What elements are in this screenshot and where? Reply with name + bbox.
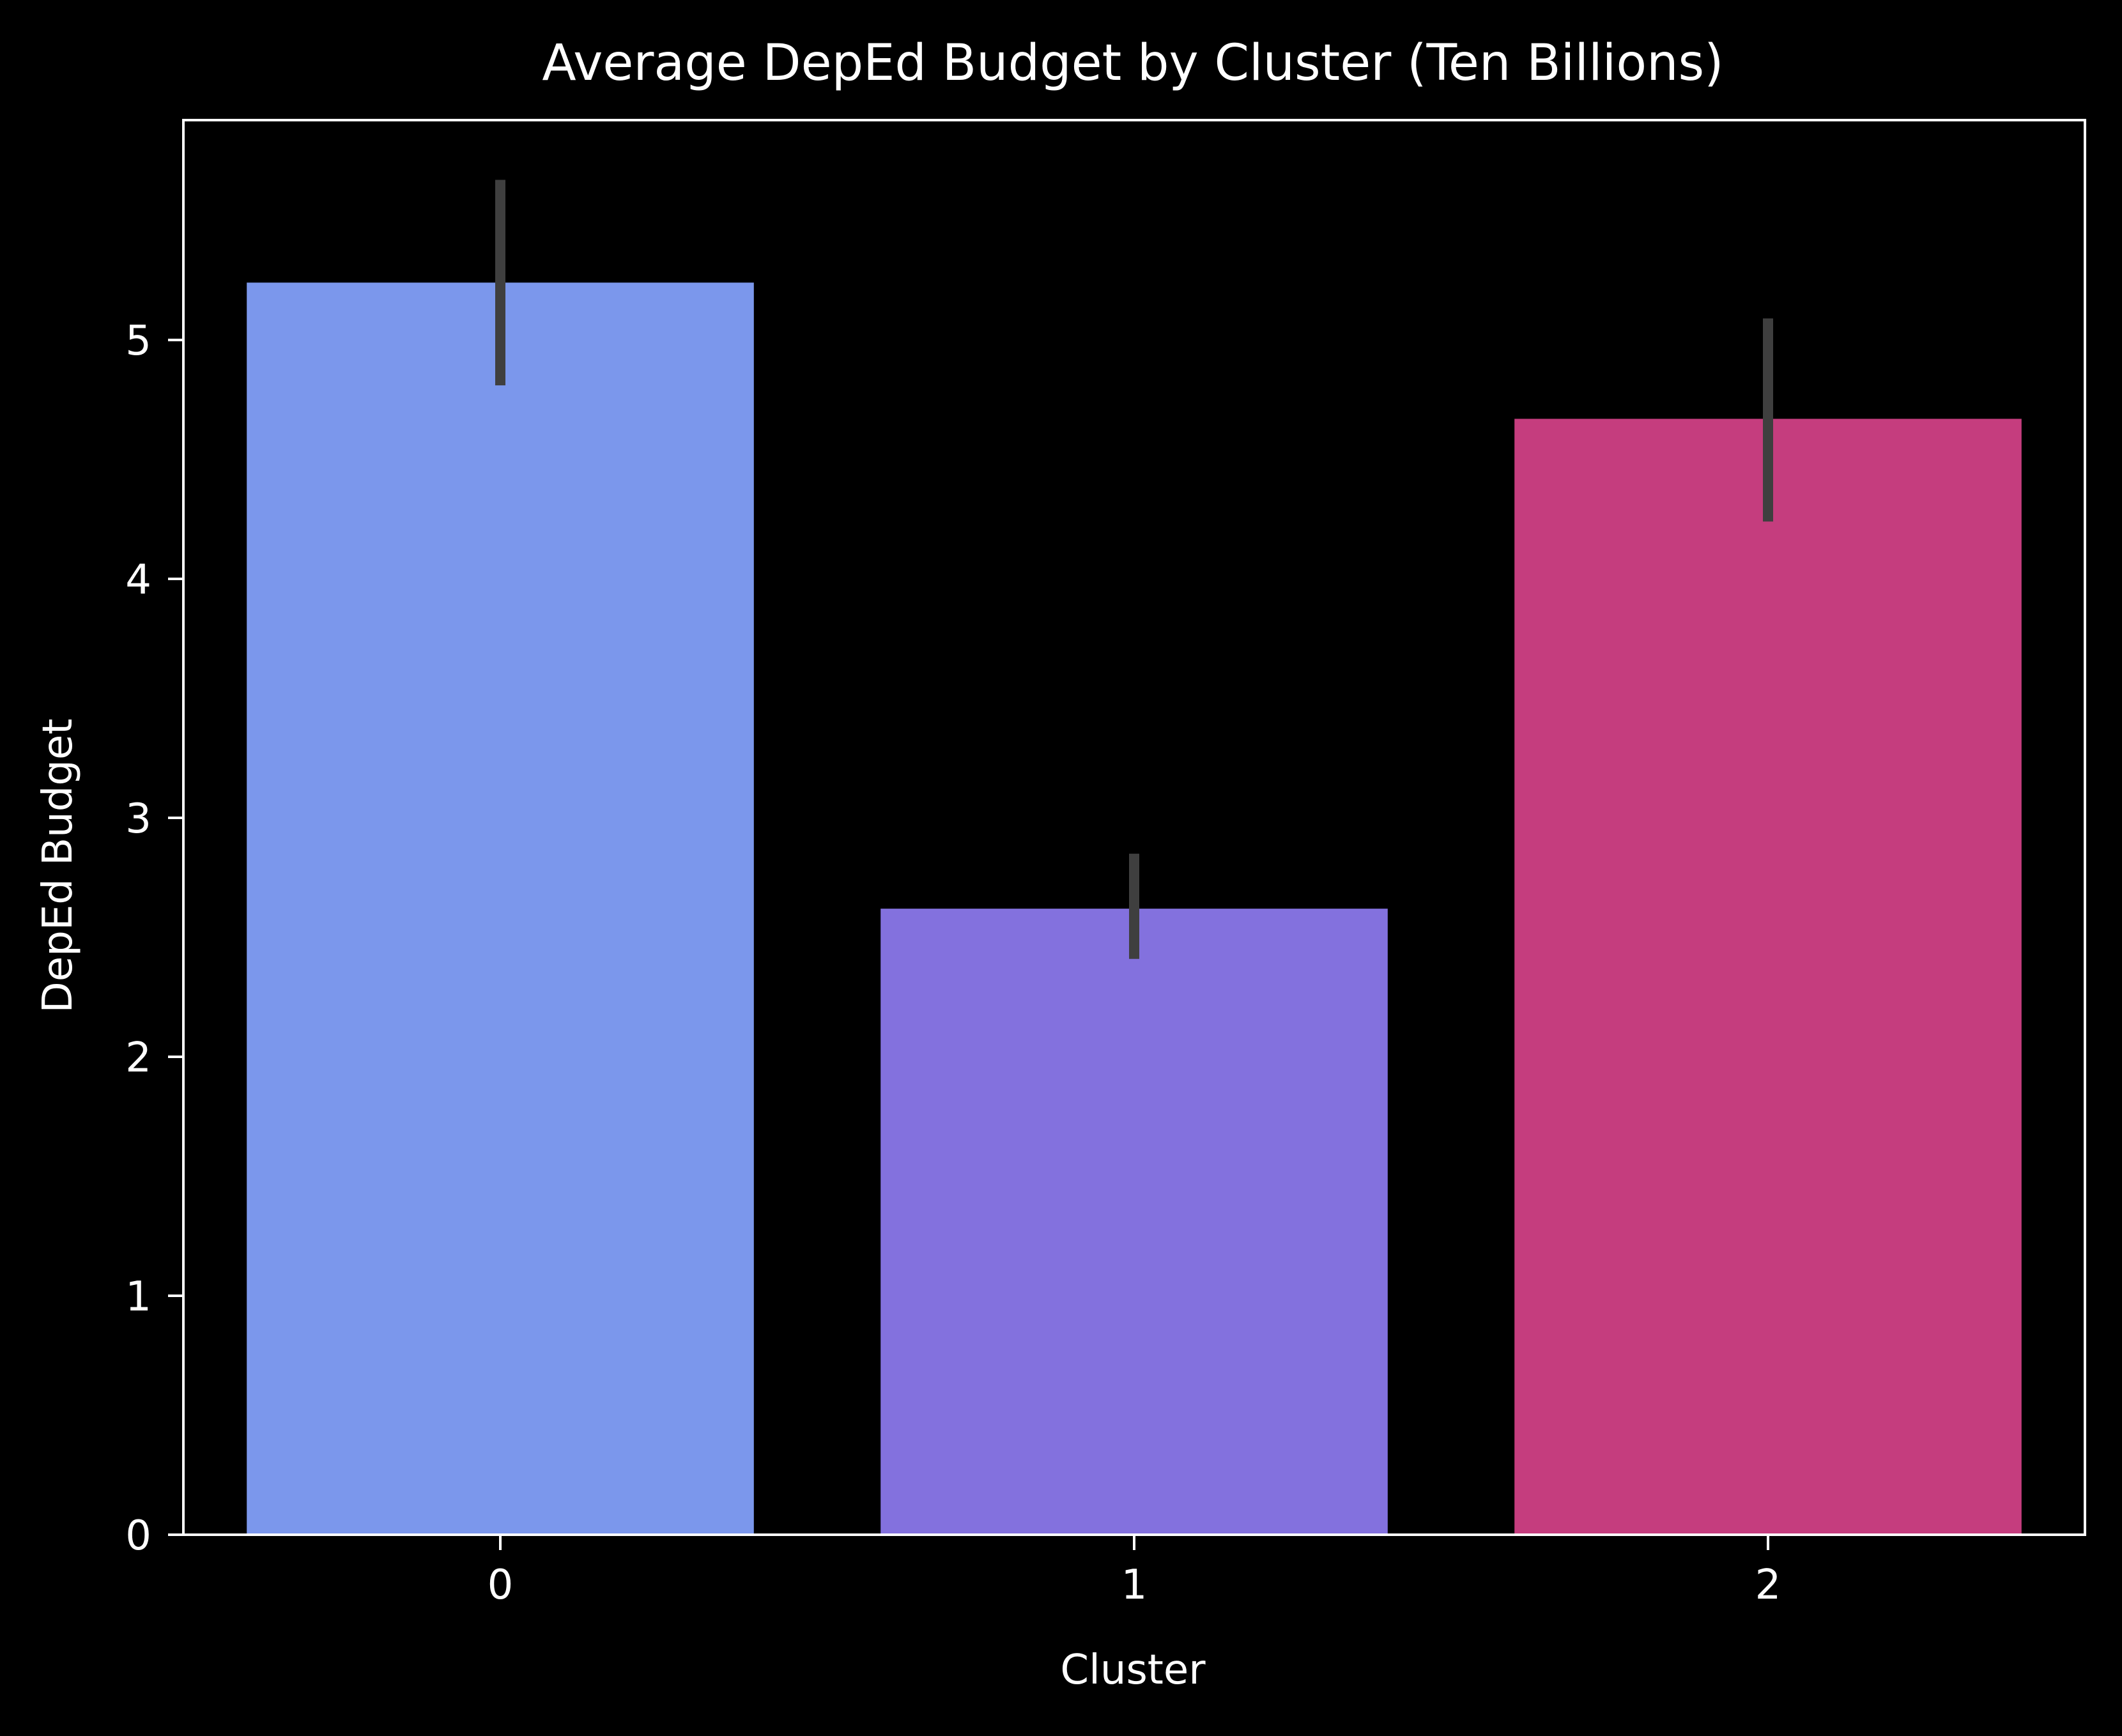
ticks-layer: 0 1 2 0 1 2 3 4 5 — [125, 318, 1781, 1609]
y-tick-label: 1 — [125, 1273, 151, 1321]
bar-cluster-2 — [1514, 419, 2022, 1535]
bar-cluster-0 — [247, 282, 754, 1535]
error-bars-layer — [495, 180, 1773, 959]
y-tick-label: 4 — [125, 557, 151, 604]
x-tick-label: 1 — [1121, 1562, 1148, 1609]
y-axis-label: DepEd Budget — [35, 719, 82, 1013]
chart-title: Average DepEd Budget by Cluster (Ten Bil… — [542, 35, 1723, 92]
x-tick-label: 2 — [1755, 1562, 1781, 1609]
y-tick-label: 0 — [125, 1512, 151, 1560]
x-tick-label: 0 — [488, 1562, 514, 1609]
x-axis-label: Cluster — [1060, 1647, 1206, 1694]
y-tick-label: 3 — [125, 795, 151, 843]
plot-frame — [182, 119, 2086, 1536]
bars-layer — [247, 282, 2022, 1535]
y-tick-label: 2 — [125, 1034, 151, 1082]
y-tick-label: 5 — [125, 318, 151, 365]
bar-cluster-1 — [880, 909, 1388, 1535]
